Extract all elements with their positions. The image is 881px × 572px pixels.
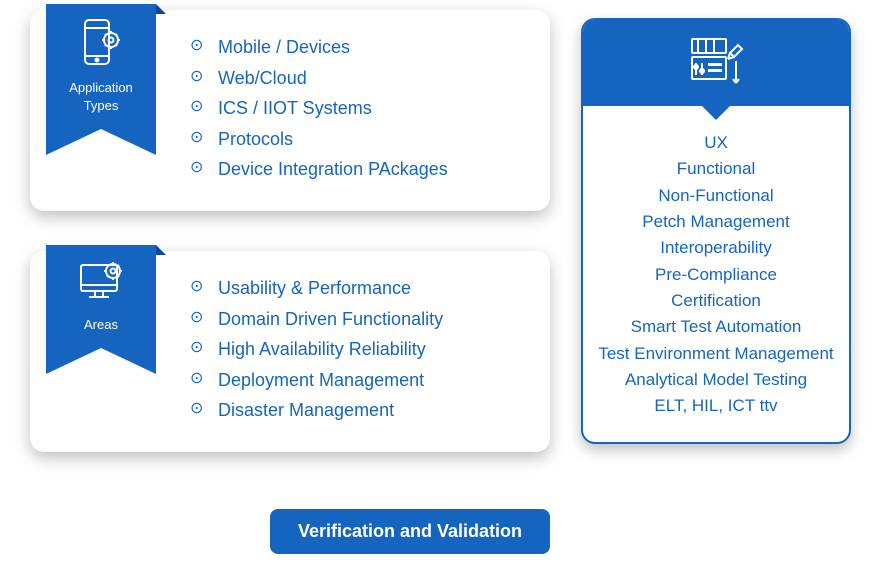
list-item: ICS / IIOT Systems — [190, 93, 530, 124]
right-line: Non-Functional — [593, 183, 839, 209]
right-line: Certification — [593, 288, 839, 314]
ribbon-areas: Areas — [46, 245, 156, 348]
list-application-types: Mobile / Devices Web/Cloud ICS / IIOT Sy… — [190, 32, 530, 185]
list-item: High Availability Reliability — [190, 334, 530, 365]
right-card-body: UX Functional Non-Functional Petch Manag… — [583, 106, 849, 442]
list-item: Deployment Management — [190, 365, 530, 396]
design-tools-icon — [688, 35, 744, 92]
right-line: Test Environment Management — [593, 341, 839, 367]
right-line: Analytical Model Testing — [593, 367, 839, 393]
right-line: Smart Test Automation — [593, 314, 839, 340]
list-item: Usability & Performance — [190, 273, 530, 304]
ribbon-label: Application Types — [69, 80, 133, 113]
right-line: Pre-Compliance — [593, 262, 839, 288]
right-line: Interoperability — [593, 235, 839, 261]
right-line: Functional — [593, 156, 839, 182]
list-item: Protocols — [190, 124, 530, 155]
device-gear-icon — [52, 18, 150, 71]
card-application-types: Application Types Mobile / Devices Web/C… — [30, 10, 550, 211]
list-item: Device Integration PAckages — [190, 154, 530, 185]
list-item: Domain Driven Functionality — [190, 304, 530, 335]
right-line: Petch Management — [593, 209, 839, 235]
monitor-gear-icon — [52, 259, 150, 308]
left-column: Application Types Mobile / Devices Web/C… — [30, 10, 550, 492]
list-item: Mobile / Devices — [190, 32, 530, 63]
footer-chip: Verification and Validation — [270, 509, 550, 554]
list-item: Web/Cloud — [190, 63, 530, 94]
card-areas: Areas Usability & Performance Domain Dri… — [30, 251, 550, 452]
right-card-header — [583, 20, 849, 106]
list-areas: Usability & Performance Domain Driven Fu… — [190, 273, 530, 426]
right-line: UX — [593, 130, 839, 156]
ribbon-application-types: Application Types — [46, 4, 156, 129]
list-item: Disaster Management — [190, 395, 530, 426]
ribbon-label: Areas — [84, 317, 118, 332]
right-card: UX Functional Non-Functional Petch Manag… — [581, 18, 851, 444]
right-line: ELT, HIL, ICT ttv — [593, 393, 839, 419]
